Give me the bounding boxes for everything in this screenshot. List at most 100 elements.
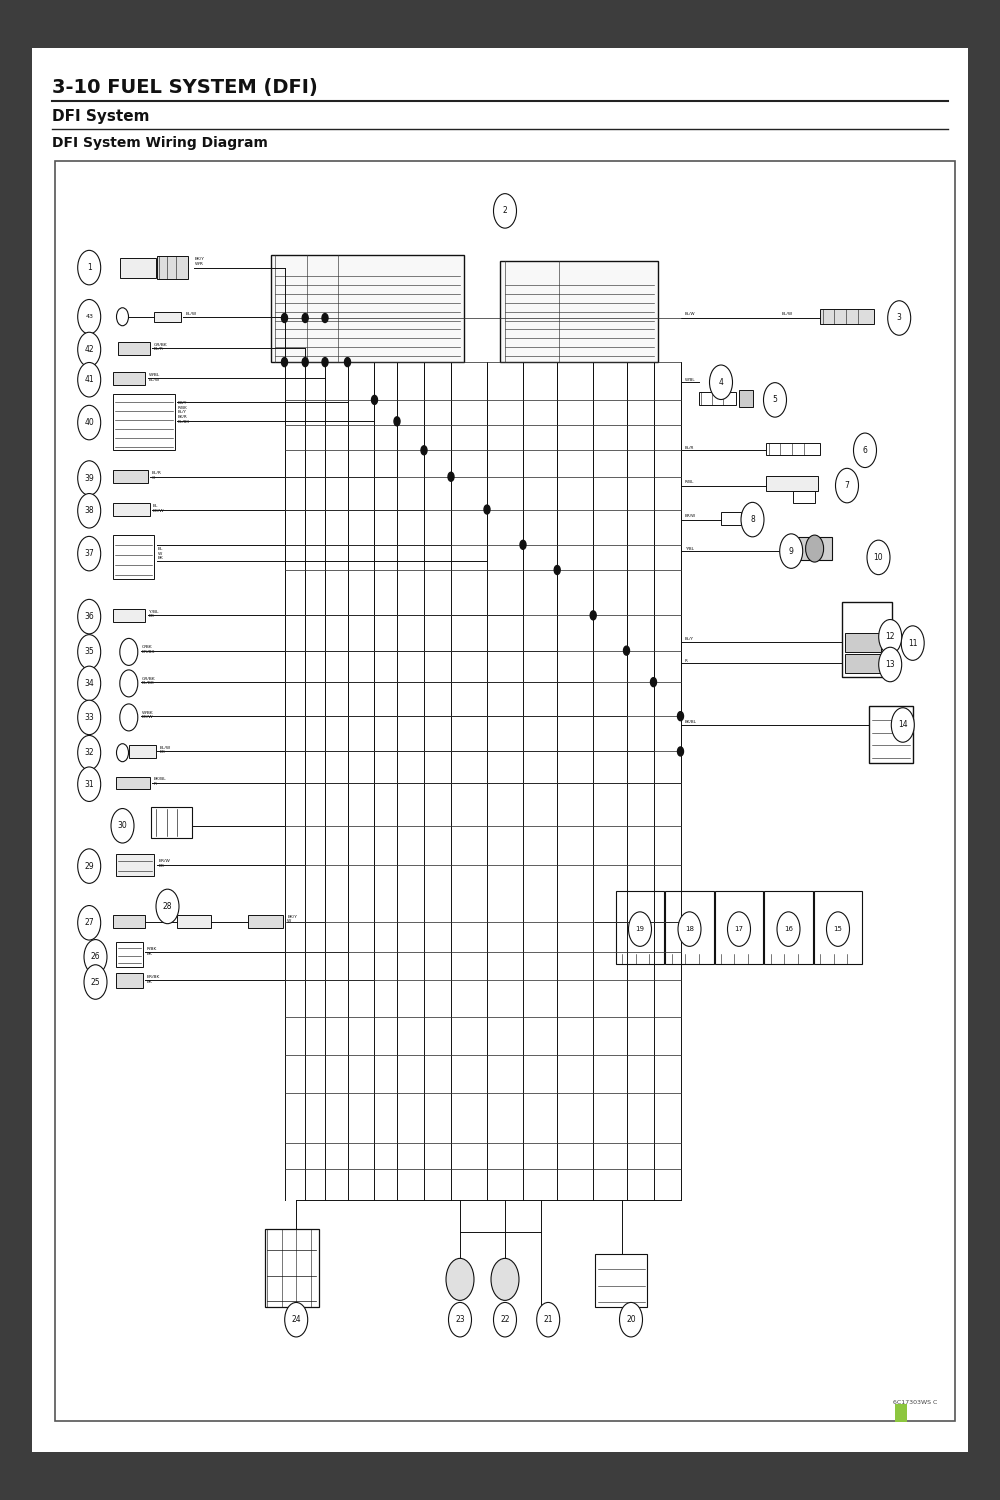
Circle shape	[446, 1258, 474, 1300]
Bar	[271, 255, 464, 362]
Bar	[766, 442, 820, 456]
Text: 9: 9	[789, 546, 794, 555]
Text: 32: 32	[84, 748, 94, 758]
Circle shape	[879, 648, 902, 681]
Bar	[798, 537, 832, 560]
Text: R: R	[685, 658, 688, 663]
Bar	[895, 1404, 907, 1422]
Text: 24: 24	[291, 1316, 301, 1324]
Text: W/BL: W/BL	[685, 378, 696, 381]
Bar	[113, 534, 154, 579]
Bar	[869, 706, 913, 764]
Text: BL/Y: BL/Y	[685, 638, 694, 642]
Bar	[820, 309, 874, 324]
Bar	[814, 891, 862, 965]
Bar	[154, 312, 181, 322]
Text: 28: 28	[163, 902, 172, 910]
Bar	[616, 891, 664, 965]
Text: BL/W: BL/W	[185, 312, 197, 316]
Text: BL/W: BL/W	[685, 312, 696, 316]
Bar	[595, 1254, 647, 1306]
Circle shape	[116, 308, 128, 326]
Text: BR/BK
BK: BR/BK BK	[147, 975, 160, 984]
Circle shape	[901, 626, 924, 660]
Text: 18: 18	[685, 926, 694, 932]
Circle shape	[322, 314, 328, 322]
Bar	[265, 1228, 319, 1306]
Circle shape	[78, 251, 101, 285]
Text: 22: 22	[500, 1316, 510, 1324]
Bar	[120, 258, 156, 278]
Circle shape	[371, 396, 377, 405]
Circle shape	[854, 433, 876, 468]
Text: 27: 27	[84, 918, 94, 927]
Bar	[793, 490, 815, 502]
Text: 3-10 FUEL SYSTEM (DFI): 3-10 FUEL SYSTEM (DFI)	[52, 78, 318, 98]
Bar	[665, 891, 714, 965]
Bar	[118, 342, 150, 354]
Circle shape	[624, 646, 630, 656]
Circle shape	[620, 1302, 642, 1336]
Circle shape	[494, 194, 516, 228]
Circle shape	[394, 417, 400, 426]
Text: 39: 39	[84, 474, 94, 483]
Text: 5: 5	[773, 396, 777, 405]
Bar	[113, 609, 145, 621]
Circle shape	[78, 634, 101, 669]
Circle shape	[678, 912, 701, 946]
Circle shape	[678, 747, 684, 756]
Circle shape	[491, 1258, 519, 1300]
Circle shape	[78, 494, 101, 528]
Bar	[113, 393, 175, 450]
Bar	[116, 853, 154, 876]
Circle shape	[484, 506, 490, 515]
Bar	[151, 807, 192, 838]
Circle shape	[867, 540, 890, 574]
Text: 14: 14	[898, 720, 908, 729]
Bar	[116, 777, 150, 789]
Bar	[698, 393, 736, 405]
Bar	[113, 471, 148, 483]
Text: 41: 41	[84, 375, 94, 384]
Circle shape	[302, 314, 308, 322]
Circle shape	[78, 700, 101, 735]
Text: BK/Y
W: BK/Y W	[287, 915, 297, 924]
Text: 16: 16	[784, 926, 793, 932]
Circle shape	[84, 964, 107, 999]
Text: 43: 43	[85, 314, 93, 320]
Text: 12: 12	[885, 633, 895, 642]
Bar	[248, 915, 283, 928]
Circle shape	[78, 600, 101, 634]
Text: 10: 10	[874, 554, 883, 562]
Bar	[113, 372, 145, 386]
Text: DFI System Wiring Diagram: DFI System Wiring Diagram	[52, 136, 268, 150]
Circle shape	[590, 610, 596, 620]
Text: 3: 3	[897, 314, 902, 322]
Text: BL
W
BK: BL W BK	[158, 548, 163, 560]
Text: calaméo: calaméo	[830, 1430, 960, 1458]
Text: BL/R
O: BL/R O	[151, 471, 161, 480]
Circle shape	[520, 540, 526, 549]
Text: 2: 2	[503, 207, 507, 216]
Bar	[845, 633, 881, 652]
Circle shape	[285, 1302, 308, 1336]
Circle shape	[156, 890, 179, 924]
Circle shape	[537, 1302, 560, 1336]
Circle shape	[741, 503, 764, 537]
Text: 37: 37	[84, 549, 94, 558]
Text: R/BK
BK: R/BK BK	[147, 948, 157, 956]
Bar	[739, 390, 753, 408]
Text: 20: 20	[626, 1316, 636, 1324]
Text: BL/W: BL/W	[782, 312, 793, 316]
Text: O/BK
BR/BK: O/BK BR/BK	[141, 645, 155, 654]
Text: BK/BL
R: BK/BL R	[154, 777, 167, 786]
Circle shape	[84, 939, 107, 974]
Text: 19: 19	[636, 926, 644, 932]
Text: 31: 31	[84, 780, 94, 789]
Bar	[842, 602, 892, 676]
Text: BK/BL: BK/BL	[685, 720, 697, 724]
Text: 42: 42	[84, 345, 94, 354]
Text: BK/Y
W/R: BK/Y W/R	[194, 256, 204, 265]
Circle shape	[78, 849, 101, 883]
Bar	[129, 746, 156, 758]
